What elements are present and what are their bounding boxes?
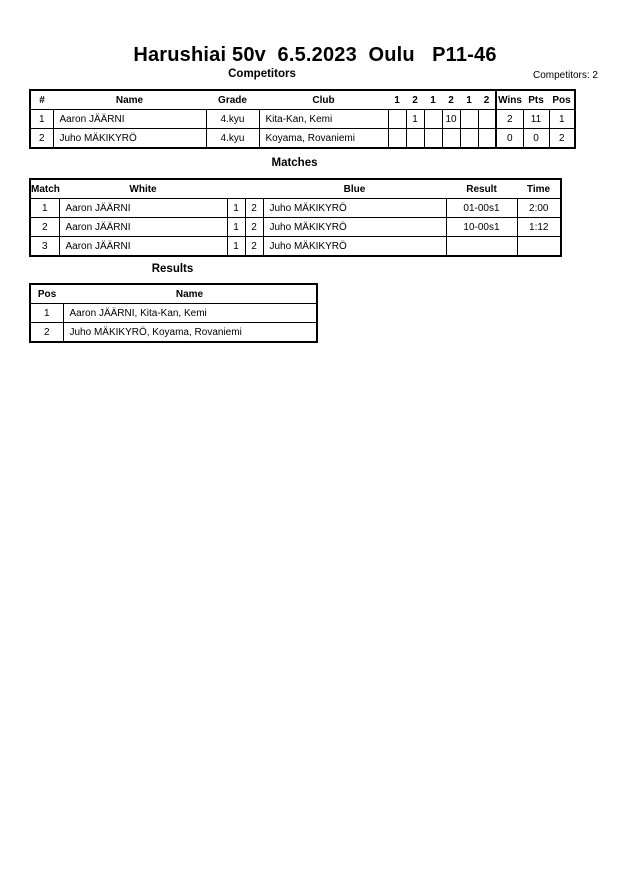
result-row: 2 Juho MÄKIKYRÖ, Koyama, Rovaniemi: [29, 322, 318, 343]
competitor-pts: 11: [522, 109, 550, 129]
score-cell: [459, 128, 479, 149]
score-cell: [423, 128, 443, 149]
competitor-wins: 0: [495, 128, 524, 149]
matches-section-heading: Matches: [271, 157, 318, 169]
competitor-pts: 0: [522, 128, 550, 149]
header-blue-num: [245, 178, 263, 199]
match-number: 1: [29, 198, 60, 218]
header-score-1: 1: [388, 89, 406, 110]
match-time: 2:00: [516, 198, 562, 218]
header-white-num: [227, 178, 245, 199]
competitor-row: 2 Juho MÄKIKYRÖ 4.kyu Koyama, Rovaniemi …: [29, 128, 576, 149]
match-number: 2: [29, 217, 60, 237]
header-blue: Blue: [263, 178, 446, 199]
results-table: Pos Name 1 Aaron JÄÄRNI, Kita-Kan, Kemi …: [29, 283, 318, 343]
results-header-row: Pos Name: [30, 283, 317, 304]
competitors-count: Competitors: 2: [532, 70, 598, 81]
header-pos: Pos: [549, 89, 575, 110]
match-result: 10-00s1: [445, 217, 518, 237]
score-cell: 10: [441, 109, 461, 129]
score-cell: 1: [405, 109, 425, 129]
competitor-grade: 4.kyu: [205, 109, 260, 129]
header-name: Name: [63, 283, 317, 304]
competitor-row: 1 Aaron JÄÄRNI 4.kyu Kita-Kan, Kemi 1 10…: [29, 109, 576, 129]
blue-competitor-number: 2: [244, 236, 264, 257]
score-cell: [423, 109, 443, 129]
header-match: Match: [30, 178, 60, 199]
header-time: Time: [517, 178, 561, 199]
white-competitor: Aaron JÄÄRNI: [58, 217, 228, 237]
header-grade: Grade: [206, 89, 259, 110]
matches-header-row: Match White Blue Result Time: [30, 178, 561, 199]
result-name: Juho MÄKIKYRÖ, Koyama, Rovaniemi: [62, 322, 318, 343]
competitor-wins: 2: [495, 109, 524, 129]
white-competitor: Aaron JÄÄRNI: [58, 236, 228, 257]
competitor-name: Aaron JÄÄRNI: [52, 109, 207, 129]
competitors-table: # Name Grade Club 1 2 1 2 1 2 Wins Pts P…: [29, 89, 576, 149]
match-row: 1 Aaron JÄÄRNI 1 2 Juho MÄKIKYRÖ 01-00s1…: [29, 198, 562, 218]
white-competitor-number: 1: [226, 198, 246, 218]
header-pos: Pos: [30, 283, 63, 304]
competitor-club: Koyama, Rovaniemi: [258, 128, 389, 149]
competitor-grade: 4.kyu: [205, 128, 260, 149]
score-cell: [387, 128, 407, 149]
header-wins: Wins: [495, 89, 523, 110]
page-title: Harushiai 50v 6.5.2023 Oulu P11-46: [133, 44, 497, 66]
competitor-pos: 1: [548, 109, 576, 129]
header-score-6: 2: [478, 89, 496, 110]
header-score-4: 2: [442, 89, 460, 110]
score-cell: [387, 109, 407, 129]
score-cell: [459, 109, 479, 129]
score-cell: [477, 109, 497, 129]
results-section-heading: Results: [151, 263, 194, 275]
header-score-3: 1: [424, 89, 442, 110]
header-result: Result: [446, 178, 517, 199]
score-cell: [405, 128, 425, 149]
result-pos: 1: [29, 303, 64, 323]
match-number: 3: [29, 236, 60, 257]
competitors-header-row: # Name Grade Club 1 2 1 2 1 2 Wins Pts P…: [30, 89, 575, 110]
header-pts: Pts: [523, 89, 549, 110]
match-row: 2 Aaron JÄÄRNI 1 2 Juho MÄKIKYRÖ 10-00s1…: [29, 217, 562, 237]
competitor-pos: 2: [548, 128, 576, 149]
competitor-number: 2: [29, 128, 54, 149]
match-result: [445, 236, 518, 257]
result-name: Aaron JÄÄRNI, Kita-Kan, Kemi: [62, 303, 318, 323]
blue-competitor-number: 2: [244, 198, 264, 218]
competitor-name: Juho MÄKIKYRÖ: [52, 128, 207, 149]
score-cell: [477, 128, 497, 149]
result-pos: 2: [29, 322, 64, 343]
match-row: 3 Aaron JÄÄRNI 1 2 Juho MÄKIKYRÖ: [29, 236, 562, 257]
blue-competitor: Juho MÄKIKYRÖ: [262, 198, 447, 218]
header-number: #: [30, 89, 53, 110]
blue-competitor-number: 2: [244, 217, 264, 237]
competitor-club: Kita-Kan, Kemi: [258, 109, 389, 129]
competitors-section-heading: Competitors: [228, 68, 296, 80]
white-competitor-number: 1: [226, 217, 246, 237]
white-competitor-number: 1: [226, 236, 246, 257]
white-competitor: Aaron JÄÄRNI: [58, 198, 228, 218]
blue-competitor: Juho MÄKIKYRÖ: [262, 217, 447, 237]
matches-table: Match White Blue Result Time 1 Aaron JÄÄ…: [29, 178, 562, 257]
header-score-5: 1: [460, 89, 478, 110]
header-score-2: 2: [406, 89, 424, 110]
result-row: 1 Aaron JÄÄRNI, Kita-Kan, Kemi: [29, 303, 318, 323]
header-club: Club: [259, 89, 388, 110]
header-name: Name: [53, 89, 206, 110]
competitor-number: 1: [29, 109, 54, 129]
match-time: 1:12: [516, 217, 562, 237]
match-time: [516, 236, 562, 257]
header-white: White: [59, 178, 227, 199]
match-result: 01-00s1: [445, 198, 518, 218]
score-cell: [441, 128, 461, 149]
blue-competitor: Juho MÄKIKYRÖ: [262, 236, 447, 257]
